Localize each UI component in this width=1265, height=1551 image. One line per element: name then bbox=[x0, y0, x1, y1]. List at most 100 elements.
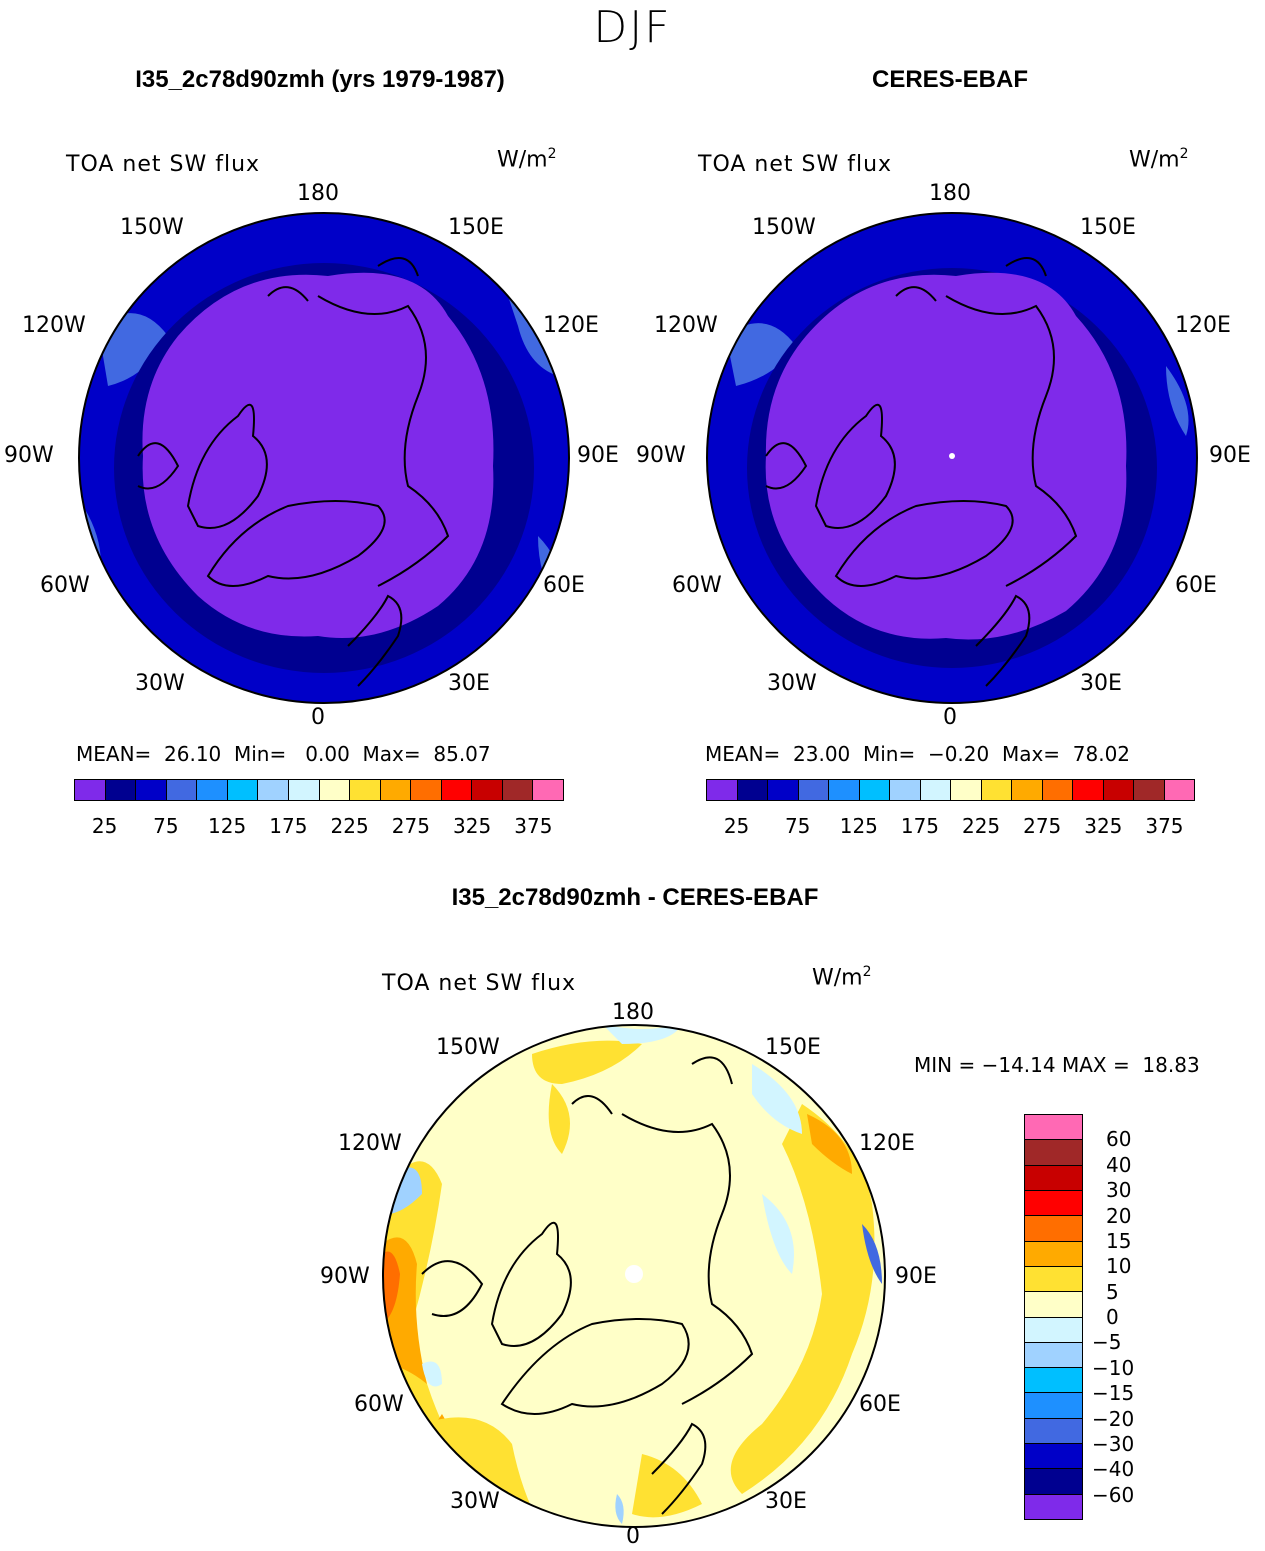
colorbar-swatch bbox=[890, 780, 921, 800]
diff-lon-label: 120W bbox=[338, 1131, 402, 1156]
diff-stats: MIN = −14.14 MAX = 18.83 bbox=[914, 1053, 1200, 1077]
colorbar-swatch bbox=[411, 780, 442, 800]
obs-lon-label: 30W bbox=[767, 671, 817, 696]
colorbar-swatch bbox=[768, 780, 799, 800]
obs-polar-map bbox=[706, 212, 1198, 704]
model-lon-label: 0 bbox=[311, 705, 325, 730]
model-stats: MEAN= 26.10 Min= 0.00 Max= 85.07 bbox=[76, 742, 491, 766]
colorbar-swatch bbox=[1025, 1418, 1082, 1445]
colorbar-swatch bbox=[288, 780, 320, 800]
model-units-label: W/m2 bbox=[497, 146, 557, 173]
obs-lon-label: 90E bbox=[1209, 443, 1251, 468]
colorbar-swatch bbox=[319, 780, 351, 800]
model-lon-label: 150E bbox=[448, 215, 504, 240]
diff-lon-label: 60E bbox=[859, 1392, 901, 1417]
colorbar-swatch bbox=[380, 780, 412, 800]
colorbar-tick-label: 15 bbox=[1106, 1228, 1132, 1253]
obs-lon-label: 30E bbox=[1080, 671, 1122, 696]
colorbar-tick-label: 275 bbox=[1023, 814, 1062, 838]
colorbar-tick-label: 5 bbox=[1106, 1279, 1119, 1304]
colorbar-swatch bbox=[533, 780, 563, 800]
colorbar-swatch bbox=[1025, 1241, 1082, 1267]
colorbar-swatch bbox=[1025, 1165, 1082, 1191]
colorbar-swatch bbox=[1025, 1140, 1082, 1166]
colorbar-tick-label: 25 bbox=[91, 814, 118, 838]
colorbar-tick-label: 325 bbox=[1084, 814, 1123, 838]
colorbar-swatch bbox=[502, 780, 534, 800]
colorbar-tick-label: 225 bbox=[961, 814, 1001, 838]
colorbar-swatch bbox=[1025, 1216, 1082, 1242]
colorbar-swatch bbox=[227, 780, 259, 800]
colorbar-tick-label: 25 bbox=[723, 814, 750, 838]
colorbar-swatch bbox=[1025, 1317, 1082, 1343]
model-lon-label: 30W bbox=[135, 671, 185, 696]
diff-lon-label: 60W bbox=[354, 1392, 404, 1417]
obs-units-label: W/m2 bbox=[1129, 146, 1189, 173]
model-lon-label: 60W bbox=[40, 573, 90, 598]
obs-lon-label: 120E bbox=[1175, 313, 1231, 338]
colorbar-swatch bbox=[1073, 780, 1104, 800]
colorbar-tick-label: −5 bbox=[1092, 1330, 1122, 1355]
colorbar-tick-label: 0 bbox=[1106, 1305, 1119, 1329]
diff-units-label: W/m2 bbox=[812, 964, 872, 991]
colorbar-swatch bbox=[1025, 1368, 1082, 1394]
colorbar-swatch bbox=[1134, 780, 1165, 800]
colorbar-swatch bbox=[1042, 780, 1073, 800]
colorbar-tick-label: −10 bbox=[1092, 1355, 1135, 1380]
obs-panel-title: CERES-EBAF bbox=[871, 66, 1028, 93]
obs-colorbar bbox=[706, 779, 1195, 801]
model-variable-label: TOA net SW flux bbox=[66, 152, 261, 177]
colorbar-tick-label: 175 bbox=[900, 814, 940, 838]
colorbar-tick-label: 375 bbox=[514, 814, 553, 838]
colorbar-swatch bbox=[136, 780, 167, 800]
diff-colorbar bbox=[1024, 1114, 1083, 1520]
colorbar-swatch bbox=[1025, 1444, 1082, 1470]
figure-title: DJF bbox=[593, 2, 672, 53]
colorbar-tick-label: 225 bbox=[330, 814, 369, 838]
colorbar-tick-label: 30 bbox=[1106, 1178, 1132, 1203]
diff-lon-label: 90W bbox=[320, 1264, 370, 1289]
colorbar-swatch bbox=[258, 780, 289, 800]
colorbar-swatch bbox=[350, 780, 381, 800]
obs-lon-label: 60W bbox=[672, 573, 722, 598]
colorbar-tick-label: −30 bbox=[1092, 1431, 1135, 1456]
obs-lon-label: 150E bbox=[1080, 215, 1136, 240]
colorbar-tick-label: 75 bbox=[784, 814, 811, 838]
colorbar-swatch bbox=[75, 780, 106, 800]
model-colorbar bbox=[74, 779, 564, 801]
model-lon-label: 150W bbox=[120, 215, 184, 240]
colorbar-swatch bbox=[1103, 780, 1134, 800]
diff-variable-label: TOA net SW flux bbox=[382, 971, 577, 996]
colorbar-swatch bbox=[1025, 1292, 1082, 1318]
colorbar-tick-label: 40 bbox=[1106, 1152, 1132, 1177]
colorbar-swatch bbox=[197, 780, 228, 800]
colorbar-swatch bbox=[1025, 1342, 1082, 1369]
colorbar-swatch bbox=[829, 780, 860, 800]
diff-colorbar-ticks: 60 40 30 20 15 10 5 0 −5 −10 −15 −20 −30 −40 −60 bbox=[1092, 1114, 1152, 1520]
diff-polar-map bbox=[382, 1024, 886, 1528]
colorbar-swatch bbox=[951, 780, 982, 800]
model-lon-label: 90W bbox=[4, 443, 54, 468]
colorbar-swatch bbox=[105, 780, 137, 800]
colorbar-swatch bbox=[472, 780, 503, 800]
diff-lon-label: 150W bbox=[436, 1035, 500, 1060]
model-lon-label: 180 bbox=[297, 181, 339, 206]
model-lon-label: 120W bbox=[22, 313, 86, 338]
colorbar-swatch bbox=[859, 780, 890, 800]
obs-lon-label: 150W bbox=[752, 215, 816, 240]
model-lon-label: 30E bbox=[448, 671, 490, 696]
obs-lon-label: 60E bbox=[1175, 573, 1217, 598]
colorbar-tick-label: 275 bbox=[391, 814, 430, 838]
model-panel-title: I35_2c78d90zmh (yrs 1979-1987) bbox=[135, 66, 505, 93]
colorbar-swatch bbox=[707, 780, 738, 800]
colorbar-tick-label: 175 bbox=[269, 814, 308, 838]
colorbar-tick-label: 325 bbox=[453, 814, 492, 838]
obs-stats: MEAN= 23.00 Min= −0.20 Max= 78.02 bbox=[705, 742, 1131, 766]
colorbar-tick-label: 125 bbox=[839, 814, 878, 838]
colorbar-tick-label: 60 bbox=[1106, 1127, 1132, 1152]
colorbar-swatch bbox=[1025, 1115, 1082, 1141]
colorbar-swatch bbox=[1025, 1393, 1082, 1419]
colorbar-swatch bbox=[737, 780, 768, 800]
colorbar-tick-label: 10 bbox=[1106, 1254, 1132, 1279]
colorbar-tick-label: 125 bbox=[208, 814, 247, 838]
